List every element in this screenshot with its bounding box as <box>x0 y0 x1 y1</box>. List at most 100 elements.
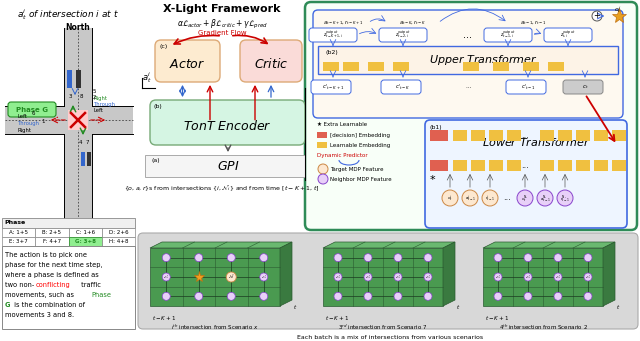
Text: where a phase is defined as: where a phase is defined as <box>5 272 99 278</box>
Text: $\mathcal{N}_i$: $\mathcal{N}_i$ <box>228 273 235 281</box>
Text: Phase G: Phase G <box>16 107 48 113</box>
Text: 2: 2 <box>92 95 96 100</box>
Circle shape <box>364 292 372 300</box>
Text: $\mathit{Critic}$: $\mathit{Critic}$ <box>254 57 288 71</box>
Bar <box>2 237 35 246</box>
Text: $\mathcal{N}_i$: $\mathcal{N}_i$ <box>555 273 561 281</box>
Text: Left: Left <box>94 108 104 113</box>
Text: North: North <box>66 23 90 32</box>
Circle shape <box>584 254 592 262</box>
FancyBboxPatch shape <box>506 80 546 94</box>
Text: F: 4+7: F: 4+7 <box>43 239 61 244</box>
Bar <box>317 132 327 138</box>
Text: $\mathcal{N}_i$: $\mathcal{N}_i$ <box>425 273 431 281</box>
Circle shape <box>537 190 553 206</box>
Bar <box>2 246 135 329</box>
Circle shape <box>424 273 432 281</box>
Bar <box>81 152 85 166</box>
Bar <box>489 160 503 171</box>
Circle shape <box>260 254 268 262</box>
Bar <box>489 130 503 141</box>
Bar <box>68 228 102 237</box>
Text: 5: 5 <box>92 89 96 94</box>
Text: 1: 1 <box>41 119 45 124</box>
Text: $a_{t-1}^{N_i}$: $a_{t-1}^{N_i}$ <box>540 194 550 205</box>
Bar <box>67 70 72 88</box>
Text: $z_{t,i}^{output}$: $z_{t,i}^{output}$ <box>560 30 576 40</box>
Bar <box>323 62 339 71</box>
Bar <box>493 62 509 71</box>
Circle shape <box>260 292 268 300</box>
Text: Each batch is a mix of intersections from various scenarios: Each batch is a mix of intersections fro… <box>297 335 483 340</box>
Circle shape <box>524 254 532 262</box>
Text: $\mathit{GPI}$: $\mathit{GPI}$ <box>217 160 239 173</box>
Bar <box>5 106 133 134</box>
Text: $t$: $t$ <box>456 303 460 311</box>
FancyBboxPatch shape <box>138 233 638 329</box>
Text: (b2): (b2) <box>326 50 339 55</box>
Bar <box>343 62 359 71</box>
Text: $t$: $t$ <box>616 303 620 311</box>
FancyBboxPatch shape <box>150 100 305 145</box>
Text: ...: ... <box>503 193 511 203</box>
Bar <box>64 28 92 218</box>
Text: $t-K+1$: $t-K+1$ <box>152 314 176 322</box>
Circle shape <box>424 254 432 262</box>
Text: Phase: Phase <box>91 292 111 298</box>
Bar <box>2 218 135 228</box>
Text: $\mathit{Upper\ Transformer}$: $\mathit{Upper\ Transformer}$ <box>429 53 537 67</box>
Text: $\mathcal{N}_i$: $\mathcal{N}_i$ <box>260 273 267 281</box>
Bar <box>471 160 485 171</box>
Text: $a_t^i$ of intersection $i$ at $t$: $a_t^i$ of intersection $i$ at $t$ <box>17 7 119 22</box>
Circle shape <box>163 292 170 300</box>
Text: $o_t^i$: $o_t^i$ <box>447 194 453 204</box>
Bar <box>76 70 81 88</box>
Bar <box>68 237 102 246</box>
Text: Right: Right <box>94 96 108 101</box>
Polygon shape <box>483 242 615 248</box>
Text: Neighbor MDP Feature: Neighbor MDP Feature <box>330 177 392 181</box>
Text: D: 2+6: D: 2+6 <box>109 230 128 235</box>
Text: The action is to pick one: The action is to pick one <box>5 252 87 258</box>
Circle shape <box>554 273 562 281</box>
Text: $a_{t-1}, r_{t-1}$: $a_{t-1}, r_{t-1}$ <box>520 18 547 27</box>
Text: $t-K+1$: $t-K+1$ <box>325 314 349 322</box>
Bar <box>453 160 467 171</box>
Text: [decision] Embedding: [decision] Embedding <box>330 133 390 138</box>
Text: X-Light Framework: X-Light Framework <box>163 4 281 14</box>
Text: ...: ... <box>521 161 529 169</box>
FancyBboxPatch shape <box>563 80 603 94</box>
Text: $c'_{t-K+1}$: $c'_{t-K+1}$ <box>322 83 344 91</box>
Text: B: 2+5: B: 2+5 <box>42 230 61 235</box>
Text: G: 3+8: G: 3+8 <box>75 239 95 244</box>
Text: $\mathcal{N}_i$: $\mathcal{N}_i$ <box>495 273 501 281</box>
Text: Target MDP Feature: Target MDP Feature <box>330 166 383 172</box>
Text: $\mathcal{N}_i$: $\mathcal{N}_i$ <box>365 273 371 281</box>
FancyBboxPatch shape <box>311 80 351 94</box>
Text: $a_{t-K+1}, r_{t-K+1}$: $a_{t-K+1}, r_{t-K+1}$ <box>323 18 363 27</box>
Text: movements, such as: movements, such as <box>5 292 76 298</box>
Text: Left: Left <box>18 114 28 119</box>
Text: $a_t^i$: $a_t^i$ <box>142 71 152 86</box>
Circle shape <box>524 273 532 281</box>
Circle shape <box>227 292 236 300</box>
Text: (b): (b) <box>154 104 163 109</box>
Circle shape <box>364 273 372 281</box>
Bar <box>430 130 448 141</box>
Text: ★ Extra Learnable: ★ Extra Learnable <box>317 122 367 127</box>
Circle shape <box>557 190 573 206</box>
Circle shape <box>494 273 502 281</box>
Bar <box>102 228 135 237</box>
Polygon shape <box>443 242 455 306</box>
Text: $c'_{t-1}$: $c'_{t-1}$ <box>520 83 536 91</box>
Bar <box>368 62 384 71</box>
FancyBboxPatch shape <box>305 2 637 230</box>
Circle shape <box>494 254 502 262</box>
Bar <box>594 130 608 141</box>
Text: $\mathit{Lower\ Transformer}$: $\mathit{Lower\ Transformer}$ <box>482 136 590 148</box>
Text: $\mathcal{N}_i$: $\mathcal{N}_i$ <box>395 273 401 281</box>
Text: H: 4+8: H: 4+8 <box>109 239 128 244</box>
Text: 7: 7 <box>85 140 89 145</box>
FancyBboxPatch shape <box>425 120 627 228</box>
Bar <box>430 160 448 171</box>
